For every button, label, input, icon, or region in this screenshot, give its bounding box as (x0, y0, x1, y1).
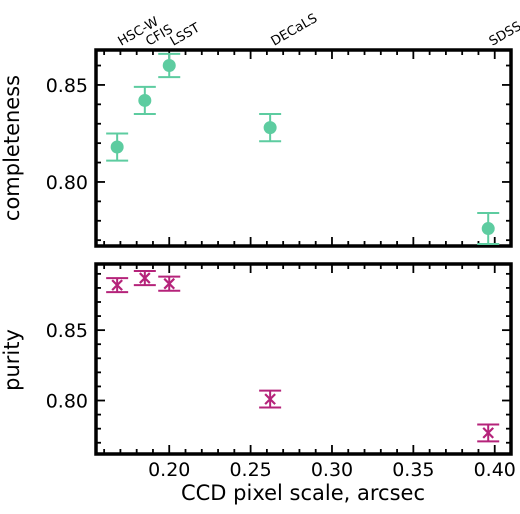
purity-xtick-labels: 0.20 0.25 0.30 0.35 0.40 (148, 459, 516, 481)
survey-label: SDSS (487, 19, 520, 49)
data-point (106, 132, 129, 162)
completeness-ylabel: completeness (0, 75, 24, 221)
circle-marker (162, 59, 176, 73)
purity-frame (94, 262, 513, 456)
purity-ticks (96, 264, 512, 454)
circle-marker (481, 222, 495, 236)
x-marker-stroke (139, 272, 151, 284)
data-point (133, 270, 156, 287)
data-point (477, 212, 500, 246)
x-tick-label: 0.35 (392, 459, 434, 481)
data-point (106, 277, 129, 294)
completeness-ticks (96, 50, 512, 246)
purity-panel: 0.80 0.85 0.20 0.25 0.30 0.35 0.40 purity CCD… (0, 262, 516, 505)
data-point (158, 52, 181, 79)
x-marker-stroke (264, 393, 276, 405)
y-tick-label: 0.85 (46, 320, 88, 342)
y-tick-label: 0.80 (46, 391, 88, 413)
purity-ytick-labels: 0.80 0.85 (46, 320, 88, 412)
data-point (477, 423, 500, 443)
circle-marker (110, 140, 124, 154)
circle-marker (263, 121, 277, 135)
completeness-ytick-labels: 0.80 0.85 (46, 75, 88, 194)
y-tick-label: 0.80 (46, 172, 88, 194)
x-tick-label: 0.25 (229, 459, 271, 481)
purity-ylabel: purity (0, 329, 24, 391)
xlabel: CCD pixel scale, arcsec (181, 481, 425, 505)
x-marker-stroke (111, 279, 123, 291)
x-tick-label: 0.20 (148, 459, 190, 481)
y-tick-label: 0.85 (46, 75, 88, 97)
data-point (133, 85, 156, 116)
completeness-frame (94, 48, 513, 248)
data-point (259, 113, 282, 143)
x-marker-stroke (163, 277, 176, 290)
completeness-points (106, 52, 500, 246)
circle-marker (138, 93, 152, 107)
x-tick-label: 0.40 (474, 459, 516, 481)
x-marker-stroke (482, 427, 494, 439)
survey-label: DECaLS (269, 11, 320, 49)
data-point (158, 275, 181, 292)
x-tick-label: 0.30 (311, 459, 353, 481)
data-point (259, 389, 282, 409)
purity-points (106, 270, 500, 443)
survey-label: LSST (168, 21, 203, 50)
